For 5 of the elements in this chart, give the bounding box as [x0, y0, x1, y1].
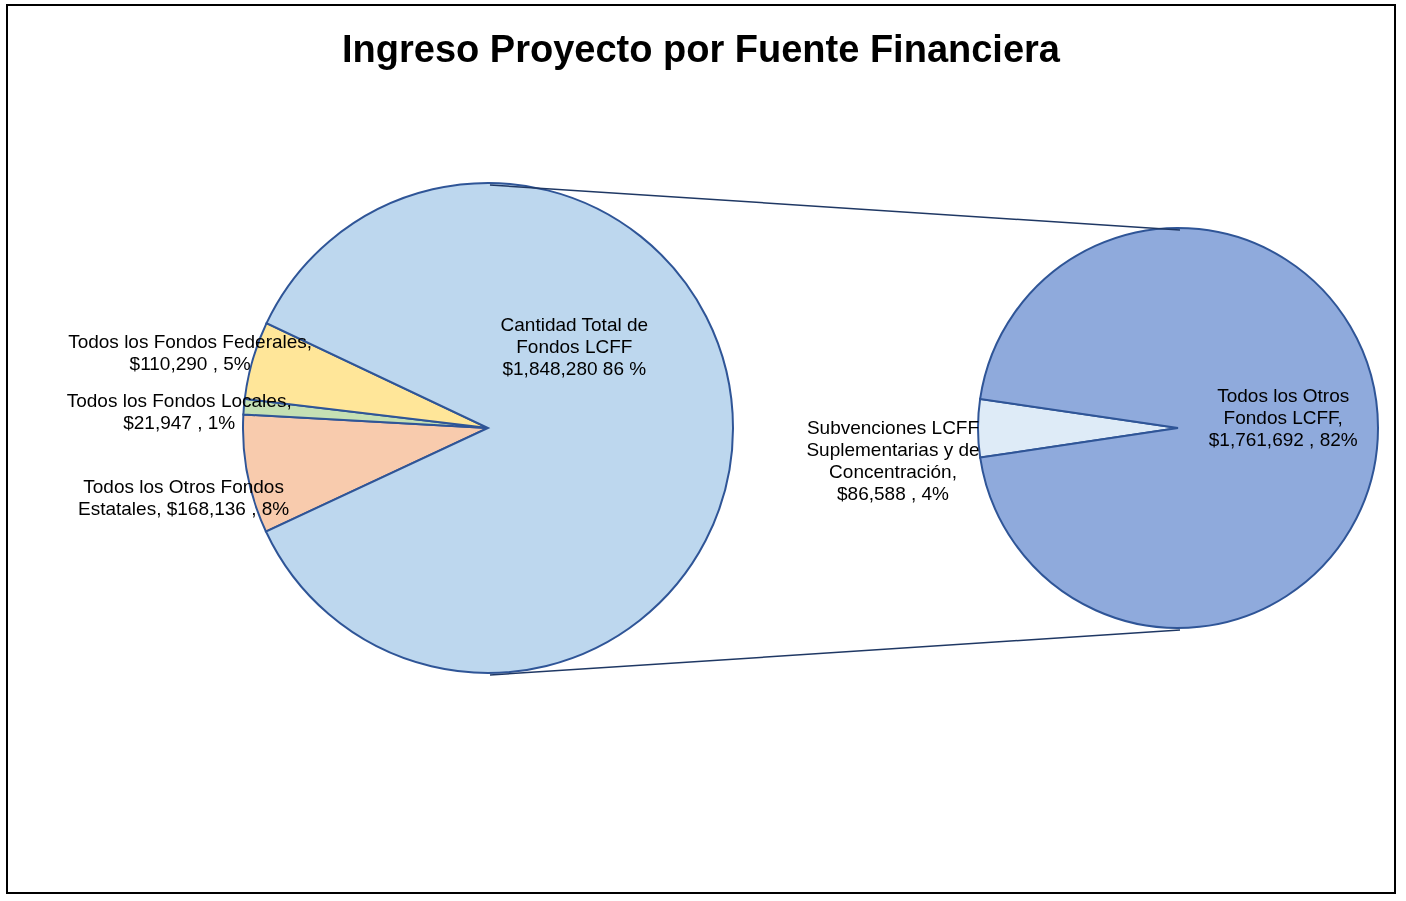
chart-title: Ingreso Proyecto por Fuente Financiera — [341, 27, 1061, 72]
slice-label: Todos los Otros Fondos LCFF, $1,761,692 , 82% — [1208, 384, 1358, 450]
data-label: $1,848,280 86 % — [502, 357, 647, 379]
pie-slice — [979, 227, 1379, 629]
slice-label: Cantidad Total de Fondos LCFF — [500, 313, 649, 357]
